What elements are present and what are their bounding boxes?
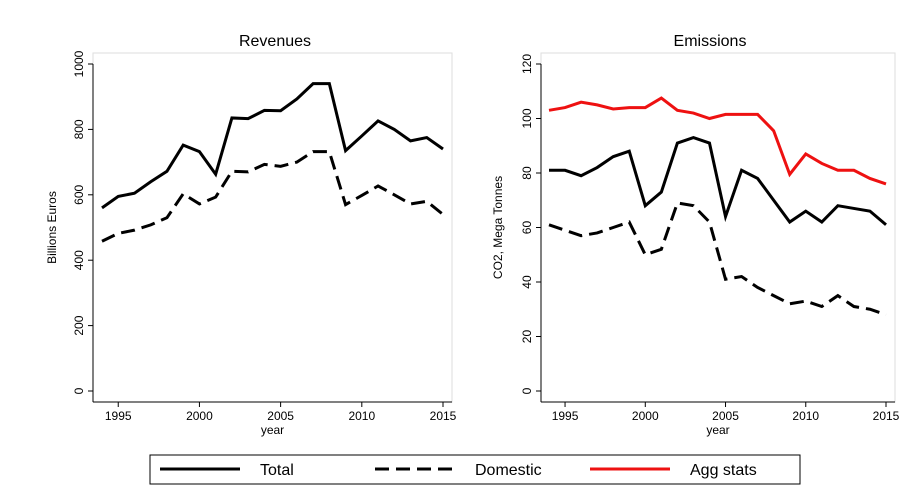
y-axis-label: CO2, Mega Tonnes [491, 176, 505, 279]
x-tick-label: 2005 [712, 409, 739, 423]
legend-label: Agg stats [690, 462, 757, 479]
legend-label: Domestic [475, 462, 542, 479]
y-tick-label: 120 [520, 54, 534, 74]
y-tick-label: 200 [72, 315, 86, 335]
x-axis-label: year [706, 423, 729, 437]
y-tick-label: 1000 [72, 50, 86, 77]
y-tick-label: 100 [520, 108, 534, 128]
x-tick-label: 1995 [552, 409, 579, 423]
chart-title: Revenues [239, 33, 311, 50]
x-axis-label: year [261, 423, 284, 437]
series-line [101, 82, 444, 210]
x-tick-label: 2010 [348, 409, 375, 423]
series-line [101, 150, 444, 243]
x-tick-label: 2000 [632, 409, 659, 423]
series-line [548, 201, 887, 317]
series-line [548, 96, 887, 186]
y-tick-label: 800 [72, 119, 86, 139]
chart-title: Emissions [674, 33, 747, 50]
y-tick-label: 600 [72, 184, 86, 204]
x-tick-label: 2000 [186, 409, 213, 423]
series-line [549, 135, 887, 226]
y-tick-label: 40 [520, 275, 534, 289]
legend-label: Total [260, 462, 294, 479]
y-tick-label: 400 [72, 250, 86, 270]
x-tick-label: 2015 [873, 409, 900, 423]
y-tick-label: 20 [520, 330, 534, 344]
x-tick-label: 2010 [792, 409, 819, 423]
x-tick-label: 2015 [430, 409, 457, 423]
y-axis-label: Billions Euros [45, 191, 59, 264]
y-tick-label: 0 [520, 387, 534, 394]
y-tick-label: 60 [520, 221, 534, 235]
x-tick-label: 2005 [267, 409, 294, 423]
x-tick-label: 1995 [105, 409, 132, 423]
y-tick-label: 0 [72, 387, 86, 394]
y-tick-label: 80 [520, 166, 534, 180]
legend-box [149, 454, 801, 485]
